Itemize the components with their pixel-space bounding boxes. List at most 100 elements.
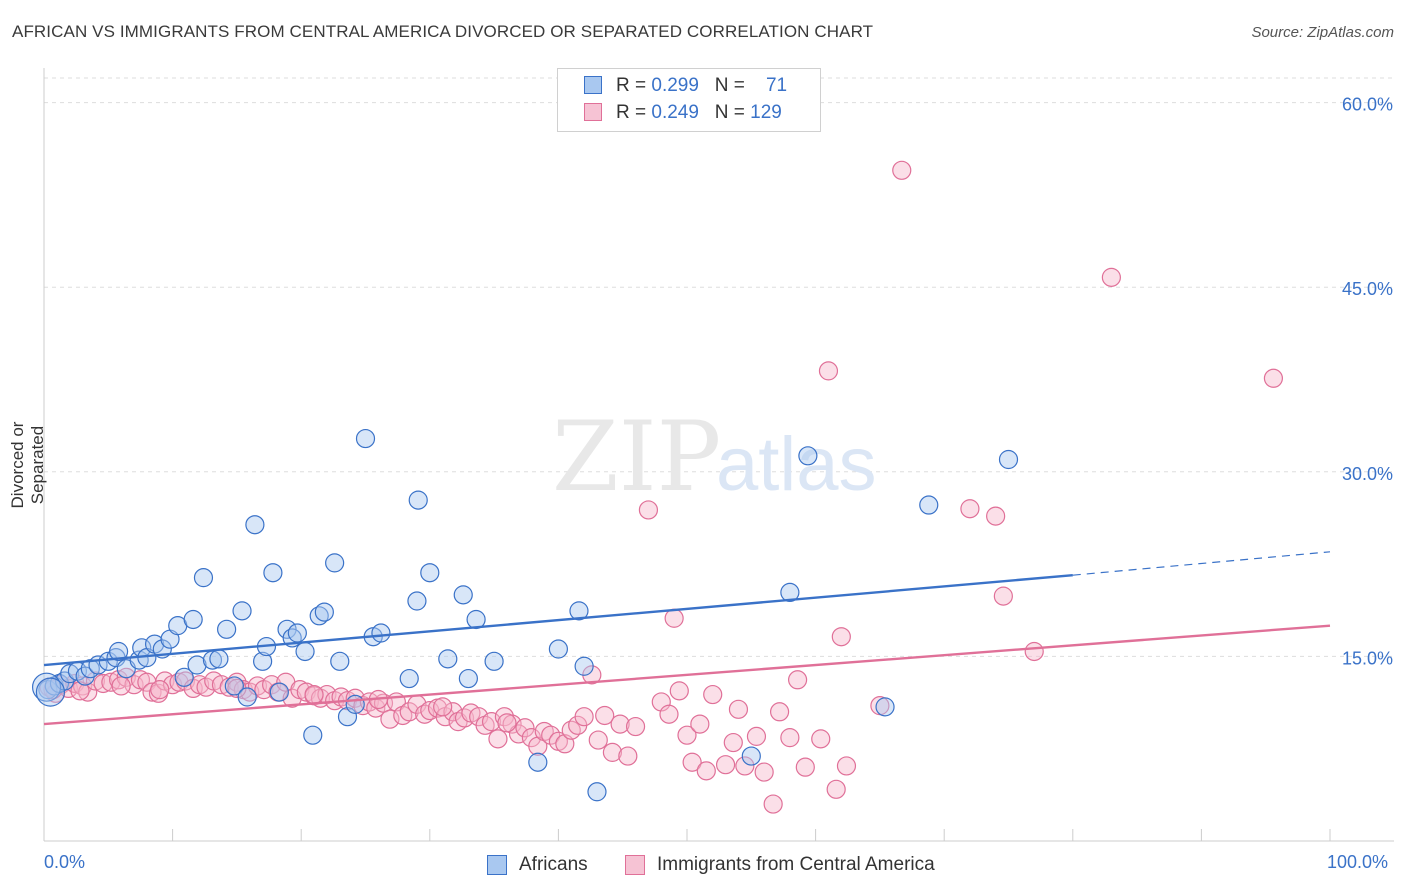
africans-swatch — [584, 76, 602, 94]
y-tick-label: 60.0% — [1342, 95, 1393, 115]
data-point — [227, 672, 247, 692]
data-point — [253, 651, 273, 671]
correlation-legend: R = 0.299 N = 71 R = 0.249 N = 129 — [557, 68, 821, 132]
axes — [43, 68, 1394, 842]
data-point — [638, 500, 659, 520]
trend-lines — [43, 551, 1331, 726]
data-point — [818, 361, 839, 381]
legend-row-africans-text: R = 0.299 N = 71 — [616, 73, 787, 99]
data-point — [1101, 267, 1121, 287]
data-point — [458, 668, 478, 689]
data-point — [433, 697, 453, 717]
data-point — [534, 721, 554, 742]
x-tick-label-max: 100.0% — [1327, 852, 1389, 872]
data-point — [602, 742, 623, 762]
data-point — [610, 714, 630, 734]
r-label: R = — [616, 102, 652, 123]
data-point — [715, 755, 736, 775]
data-point — [111, 676, 131, 696]
data-point — [780, 728, 800, 748]
data-point — [330, 651, 350, 671]
data-point — [295, 641, 315, 662]
data-point — [325, 553, 345, 573]
immigrants-swatch — [625, 855, 645, 875]
source-label: Source: ZipAtlas.com — [1251, 24, 1394, 41]
data-point — [682, 752, 702, 772]
africans-points — [31, 428, 1019, 802]
data-point — [836, 756, 857, 776]
n-value: 129 — [750, 102, 782, 123]
africans-trend-line — [43, 573, 1073, 667]
y-tick-labels: 15.0% 30.0% 45.0% 60.0% — [1342, 95, 1393, 669]
data-point — [269, 682, 289, 702]
data-point — [831, 627, 851, 647]
data-point — [407, 591, 427, 611]
data-point — [78, 682, 98, 702]
y-tick-label: 30.0% — [1342, 464, 1393, 484]
data-point — [574, 707, 594, 727]
grid-lines — [44, 77, 1394, 657]
immigrants-swatch — [584, 103, 602, 121]
n-value: 71 — [765, 75, 788, 96]
data-point — [677, 725, 697, 745]
africans-swatch — [487, 855, 507, 875]
data-point — [453, 585, 473, 605]
watermark-zip: ZIP — [552, 401, 721, 513]
data-point — [70, 681, 90, 701]
data-point — [798, 446, 818, 466]
n-label: N = — [714, 75, 751, 96]
data-point — [587, 782, 607, 802]
data-point — [196, 677, 216, 697]
data-point — [728, 699, 749, 719]
data-point — [703, 684, 723, 705]
data-point — [262, 675, 282, 695]
data-point — [741, 746, 761, 766]
data-point — [548, 639, 569, 659]
data-point — [515, 718, 535, 738]
data-point — [528, 752, 548, 772]
y-tick-label: 45.0% — [1342, 279, 1393, 299]
data-point — [345, 694, 365, 714]
data-point — [380, 709, 400, 729]
data-point — [746, 726, 767, 746]
data-point — [314, 602, 334, 622]
data-point — [355, 428, 376, 449]
data-point — [393, 705, 413, 726]
data-point — [217, 619, 237, 639]
data-point — [232, 601, 252, 621]
data-point — [304, 684, 324, 705]
data-point — [245, 515, 265, 535]
x-tick-label-min: 0.0% — [44, 852, 86, 872]
data-point — [795, 757, 815, 777]
data-point — [690, 714, 710, 734]
data-point — [787, 670, 808, 690]
data-point — [664, 608, 684, 628]
data-point — [669, 681, 689, 701]
data-point — [1263, 368, 1284, 388]
data-point — [187, 655, 207, 675]
data-point — [475, 715, 495, 735]
data-point — [811, 729, 831, 749]
data-point — [263, 563, 283, 583]
data-point — [174, 667, 194, 687]
data-point — [237, 687, 257, 707]
chart-title: AFRICAN VS IMMIGRANTS FROM CENTRAL AMERI… — [12, 22, 874, 41]
data-point — [754, 762, 774, 782]
data-point — [287, 623, 307, 643]
data-point — [875, 697, 895, 717]
watermark-atlas: atlas — [716, 422, 877, 507]
data-point — [31, 672, 62, 702]
data-point — [998, 449, 1019, 470]
y-axis-title: Divorced or Separated — [8, 421, 47, 509]
data-point — [108, 641, 129, 662]
data-point — [488, 729, 508, 749]
legend-row-immigrants-text: R = 0.249 N = 129 — [616, 100, 782, 126]
data-point — [763, 794, 783, 814]
data-point — [595, 705, 615, 726]
africans-trend-extension — [1072, 551, 1331, 576]
immigrants-trend-line — [43, 624, 1331, 726]
data-point — [569, 601, 589, 621]
data-point — [38, 680, 58, 700]
r-label: R = — [616, 75, 652, 96]
